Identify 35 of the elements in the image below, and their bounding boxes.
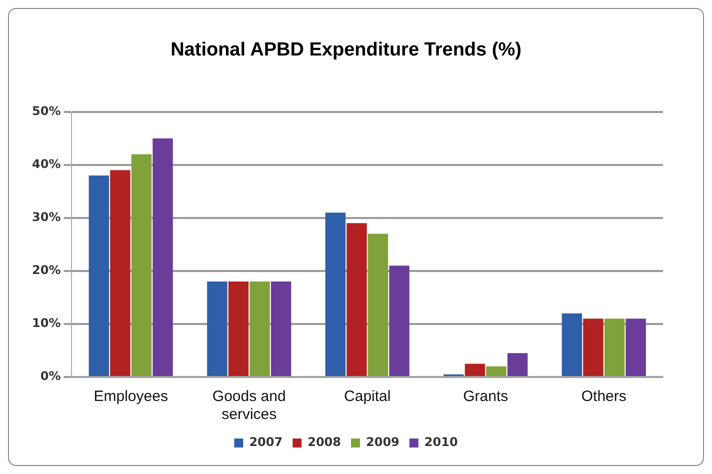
y-tick-label: 50%: [32, 104, 61, 118]
y-tick-label: 10%: [32, 316, 61, 330]
bar: [346, 223, 367, 376]
bar: [250, 282, 270, 376]
bar: [507, 353, 528, 376]
x-tick-label: Grants: [463, 388, 508, 406]
bar: [110, 170, 130, 376]
bar: [88, 175, 110, 376]
y-tick-label: 20%: [32, 263, 61, 278]
legend-label: 2008: [308, 435, 342, 450]
bar: [207, 282, 228, 376]
bar: [228, 282, 249, 376]
bar: [626, 318, 646, 376]
x-tick-label: Employees: [94, 388, 168, 406]
x-tick-label: Capital: [344, 388, 391, 406]
bar: [562, 313, 582, 376]
bar: [131, 154, 152, 376]
y-tick-label: 0%: [40, 369, 61, 384]
x-tick-label: Goods and services: [212, 388, 286, 424]
legend-label: 2010: [424, 435, 458, 450]
legend-label: 2007: [249, 435, 283, 450]
legend-label: 2009: [366, 435, 400, 450]
chart-title: National APBD Expenditure Trends (%): [170, 40, 522, 61]
bar: [325, 212, 346, 376]
bar: [583, 318, 604, 376]
bar: [270, 282, 292, 376]
y-tick-label: 30%: [32, 210, 61, 224]
bar: [368, 234, 388, 376]
bar: [486, 366, 506, 376]
bar: [464, 364, 486, 376]
bar: [604, 318, 625, 376]
y-tick-label: 40%: [32, 156, 61, 171]
bar: [389, 266, 410, 376]
bar: [152, 138, 173, 376]
x-tick-label: Others: [581, 388, 626, 406]
